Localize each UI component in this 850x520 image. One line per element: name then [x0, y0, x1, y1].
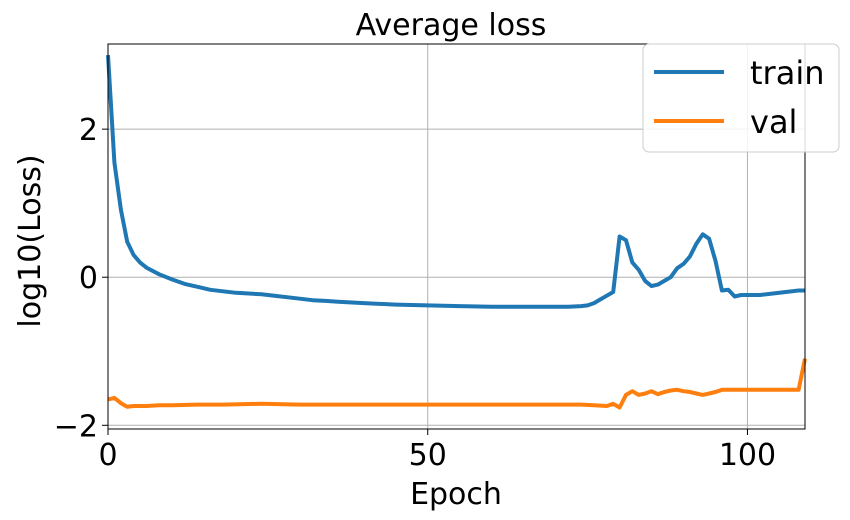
x-axis-label: Epoch	[410, 477, 502, 512]
x-tick-label: 50	[409, 438, 447, 473]
chart-title: Average loss	[356, 8, 547, 43]
series-line-train	[106, 54, 805, 309]
legend: train val	[642, 43, 840, 153]
axis-ticks: 0 50 100−202	[54, 113, 776, 473]
y-tick-label: 0	[79, 261, 98, 296]
x-tick-label: 0	[98, 438, 117, 473]
y-axis-label: log10(Loss)	[13, 154, 48, 327]
y-tick-label: 2	[79, 113, 98, 148]
series-lines	[106, 54, 807, 410]
plot-frame	[107, 43, 806, 430]
x-tick-label: 100	[719, 438, 776, 473]
series-line-val	[107, 358, 807, 410]
legend-label-val: val	[750, 103, 797, 141]
y-tick-label: −2	[54, 409, 98, 444]
legend-label-train: train	[750, 54, 824, 92]
